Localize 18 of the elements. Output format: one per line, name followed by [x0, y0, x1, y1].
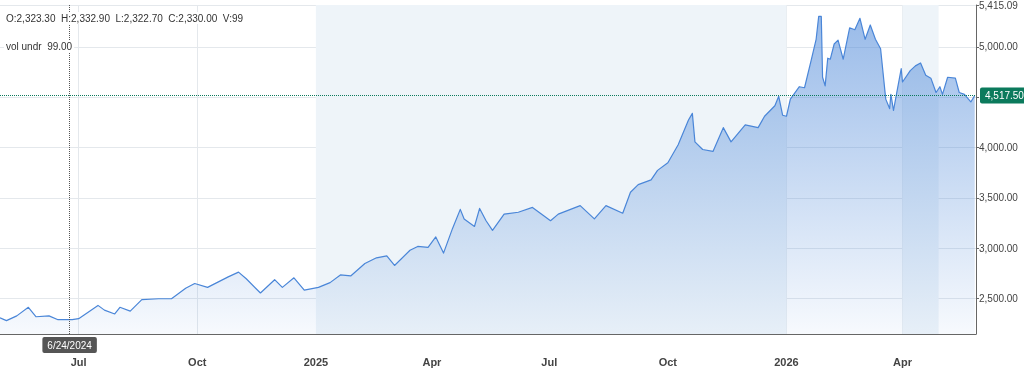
y-tick-label: 5,415.09	[979, 0, 1019, 11]
y-tick-label: 2,500.00	[979, 293, 1019, 305]
annotation: O:2,323.30 H:2,332.90 L:2,322.70 C:2,330.00 V:99	[6, 12, 244, 24]
x-tick-label: 2026	[774, 355, 799, 368]
y-tick-label: 4,000.00	[979, 142, 1019, 154]
x-tick-label: Oct	[658, 355, 678, 368]
ref-line-label: 4,517.50	[985, 89, 1024, 101]
x-tick-label: Jul	[70, 355, 87, 368]
ref-line-label: 6/24/2024	[47, 339, 93, 351]
x-tick-label: Apr	[893, 355, 913, 368]
x-tick-label: Apr	[422, 355, 443, 368]
annotation: vol undr 99.00	[6, 40, 73, 52]
x-tick-label: 2025	[303, 355, 329, 368]
y-tick-label: 3,000.00	[979, 242, 1019, 254]
x-tick-label: Oct	[188, 355, 207, 368]
y-tick-label: 3,500.00	[979, 192, 1019, 204]
y-tick-label: 5,000.00	[979, 41, 1019, 53]
x-tick-label: Jul	[541, 355, 558, 368]
